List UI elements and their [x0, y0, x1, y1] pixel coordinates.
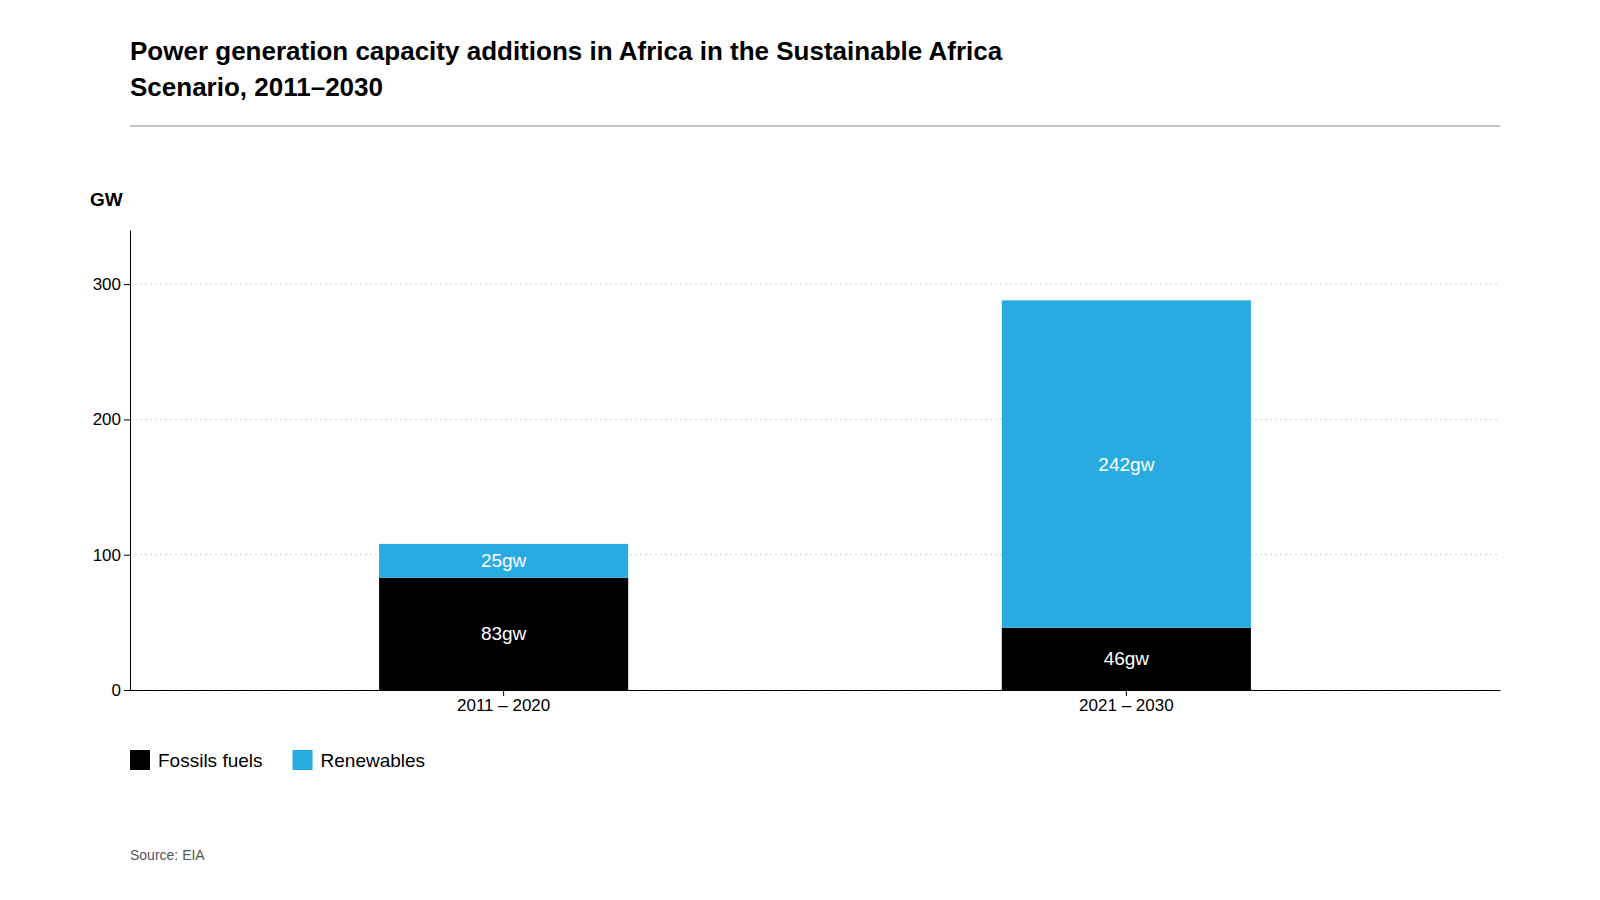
- y-tick: 200: [93, 410, 130, 429]
- legend-swatch: [130, 750, 150, 770]
- data-labels: 83gw 46gw 25gw 242gw: [481, 454, 1155, 670]
- y-axis-title: GW: [90, 189, 123, 210]
- x-tick-label: 2021 – 2030: [1079, 696, 1174, 715]
- grid-line: [130, 690, 1500, 691]
- plot: 83gw46gw25gw242gw01002003002011 – 202020…: [90, 189, 1501, 715]
- y-tick-mark: [124, 284, 130, 285]
- y-axis: 0 100 200 300: [93, 231, 131, 700]
- y-tick: 100: [93, 546, 130, 565]
- y-tick-mark: [124, 690, 130, 691]
- grid: [130, 284, 1500, 690]
- legend-label: Fossils fuels: [158, 750, 263, 771]
- chart: Power generation capacity additions in A…: [0, 0, 1600, 900]
- data-label: 242gw: [1098, 454, 1154, 475]
- bar: [1002, 628, 1251, 690]
- title-line: Power generation capacity additions in A…: [130, 36, 1003, 66]
- legend-item: Fossils fuels: [130, 750, 263, 771]
- grid-line: [130, 284, 1500, 285]
- source: Source: EIA: [130, 847, 205, 863]
- y-tick: 0: [112, 681, 130, 700]
- y-tick-mark: [124, 419, 130, 420]
- bars: [379, 300, 1251, 690]
- data-label: 83gw: [481, 623, 527, 644]
- y-tick-label: 0: [112, 681, 121, 700]
- title: Power generation capacity additions in A…: [130, 36, 1003, 102]
- bar: [379, 578, 628, 690]
- x-axis: 2011 – 2020 2021 – 2030: [131, 690, 1501, 715]
- grid-line: [130, 554, 1500, 555]
- y-tick-label: 100: [93, 546, 121, 565]
- legend: Fossils fuels Renewables: [130, 750, 425, 771]
- y-tick-mark: [124, 555, 130, 556]
- x-tick: 2011 – 2020: [457, 690, 550, 715]
- y-axis-line: [130, 231, 131, 691]
- x-axis-line: [131, 690, 1501, 691]
- x-tick: 2021 – 2030: [1079, 690, 1174, 715]
- data-label: 46gw: [1104, 648, 1150, 669]
- data-label: 25gw: [481, 550, 527, 571]
- legend-label: Renewables: [321, 750, 426, 771]
- legend-item: Renewables: [293, 750, 426, 771]
- grid-line: [130, 419, 1500, 420]
- title-rule: [130, 126, 1500, 127]
- series: [379, 300, 1251, 627]
- bar: [379, 544, 628, 578]
- bar: [1002, 300, 1251, 627]
- y-tick: 300: [93, 275, 130, 294]
- title-line: Scenario, 2011–2030: [130, 72, 383, 102]
- legend-swatch: [293, 750, 313, 770]
- y-tick-label: 300: [93, 275, 121, 294]
- y-tick-label: 200: [93, 410, 121, 429]
- x-tick-label: 2011 – 2020: [457, 696, 550, 715]
